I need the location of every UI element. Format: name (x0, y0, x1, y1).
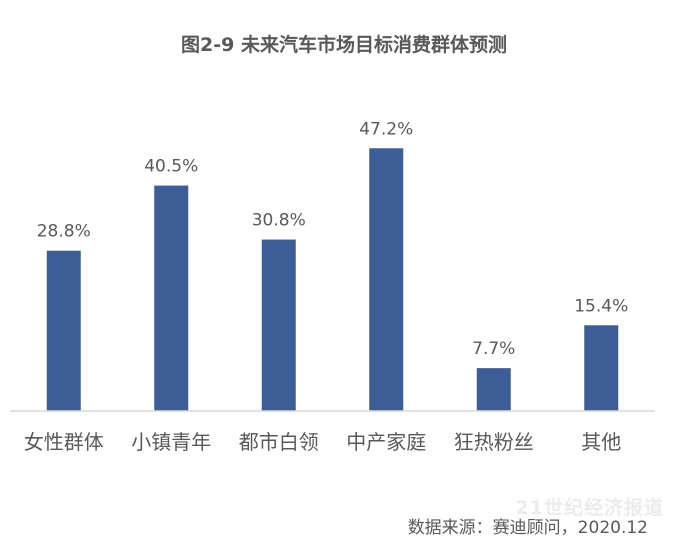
category-label-5: 狂热粉丝 (454, 430, 534, 454)
chart-title: 图2-9 未来汽车市场目标消费群体预测 (181, 34, 507, 56)
bar-3 (261, 239, 296, 411)
category-label-1: 女性群体 (24, 430, 104, 454)
bar-6 (584, 325, 619, 411)
value-label-6: 15.4% (574, 296, 628, 316)
watermark-logo: 21世纪经济报道 (515, 497, 664, 519)
category-label-3: 都市白领 (239, 430, 319, 454)
bar-1 (46, 250, 81, 411)
value-labels-group: 28.8% 40.5% 30.8% 47.2% 7.7% 15.4% (37, 119, 629, 359)
value-label-4: 47.2% (359, 119, 413, 139)
bar-4 (369, 148, 404, 411)
category-labels-group: 女性群体 小镇青年 都市白领 中产家庭 狂热粉丝 其他 (24, 430, 622, 454)
category-label-6: 其他 (581, 430, 621, 454)
bar-2 (154, 185, 189, 411)
value-label-5: 7.7% (472, 339, 515, 359)
value-label-2: 40.5% (144, 157, 198, 177)
source-note: 数据来源：赛迪顾问，2020.12 (407, 518, 648, 538)
value-label-1: 28.8% (37, 222, 91, 242)
category-label-2: 小镇青年 (131, 430, 211, 454)
bars-group (46, 148, 619, 411)
value-label-3: 30.8% (252, 211, 306, 231)
bar-5 (476, 368, 511, 411)
category-label-4: 中产家庭 (346, 430, 426, 454)
